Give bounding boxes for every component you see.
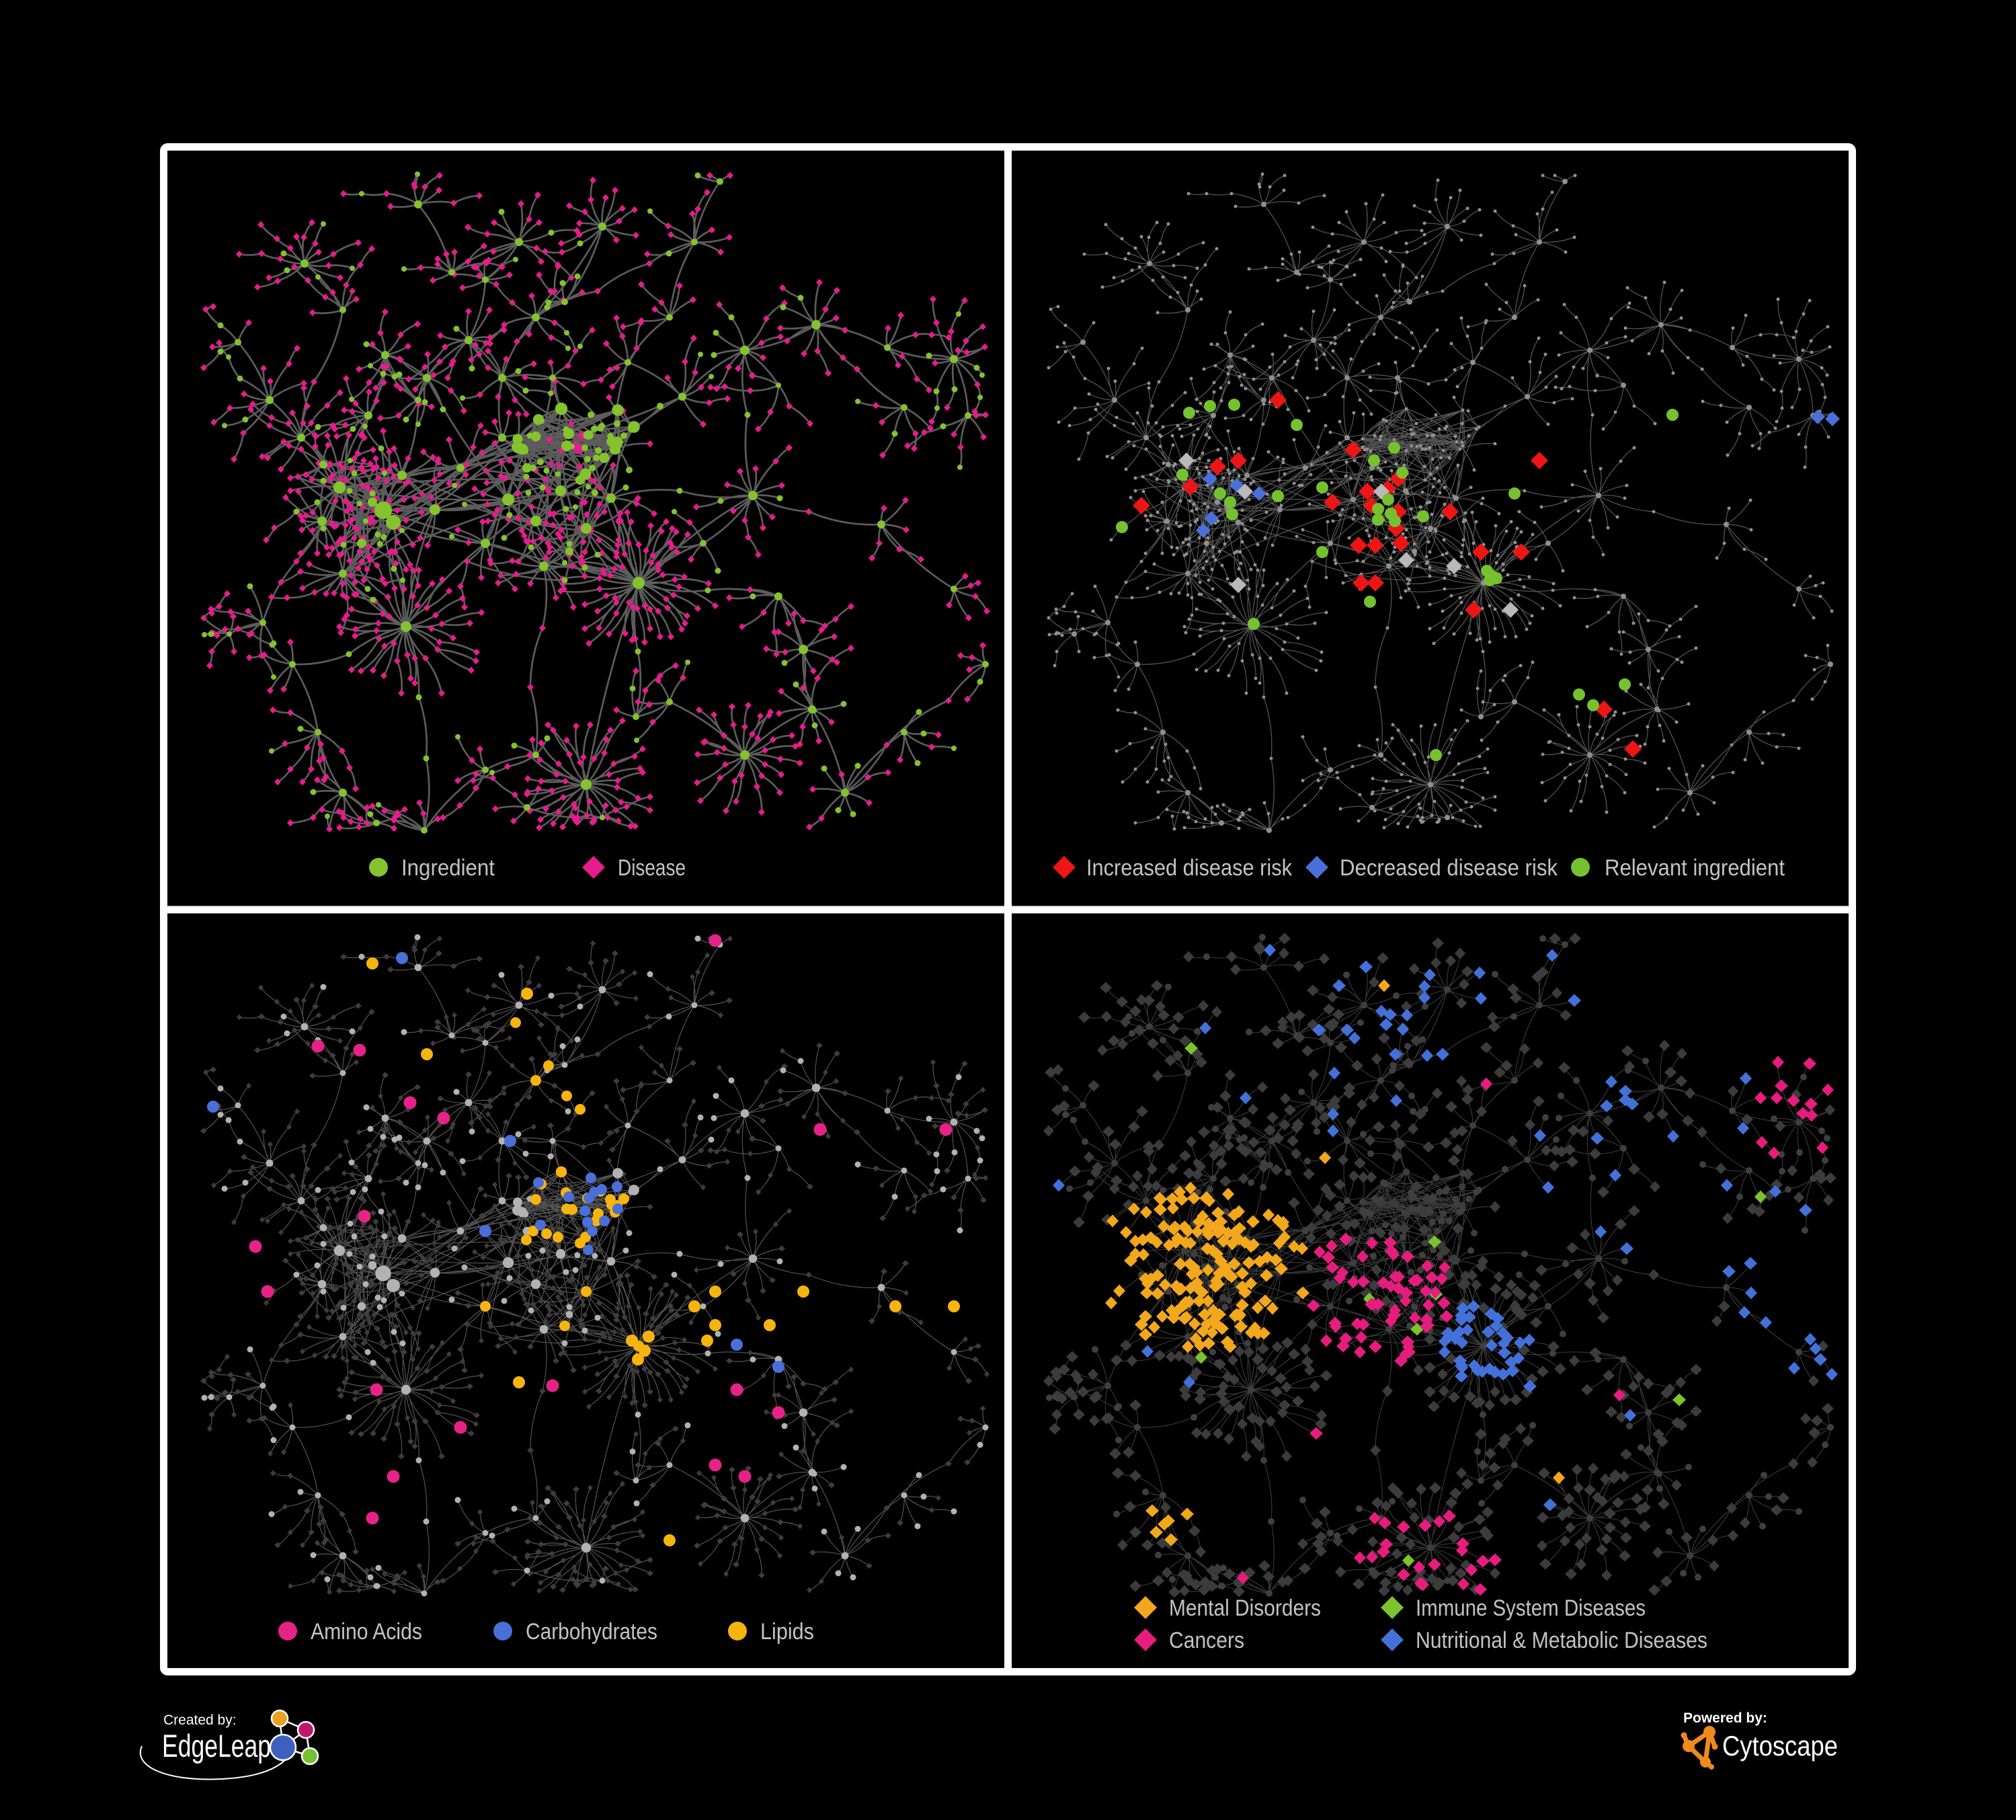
svg-text:Immune System Diseases: Immune System Diseases xyxy=(1416,1595,1646,1621)
svg-text:Carbohydrates: Carbohydrates xyxy=(526,1619,657,1645)
svg-text:Powered by:: Powered by: xyxy=(1683,1710,1767,1726)
svg-text:Relevant ingredient: Relevant ingredient xyxy=(1605,855,1785,881)
svg-text:Mental Disorders: Mental Disorders xyxy=(1169,1595,1321,1621)
svg-text:Decreased disease risk: Decreased disease risk xyxy=(1340,855,1558,881)
svg-text:Nutritional & Metabolic Diseas: Nutritional & Metabolic Diseases xyxy=(1416,1628,1707,1653)
svg-text:EdgeLeap: EdgeLeap xyxy=(162,1728,271,1764)
svg-text:Increased disease risk: Increased disease risk xyxy=(1086,855,1293,881)
svg-text:Disease: Disease xyxy=(618,855,686,881)
svg-text:Amino Acids: Amino Acids xyxy=(311,1619,422,1645)
svg-text:Lipids: Lipids xyxy=(760,1619,814,1645)
svg-text:Cytoscape: Cytoscape xyxy=(1722,1730,1838,1762)
svg-text:Created by:: Created by: xyxy=(163,1712,237,1728)
svg-text:Ingredient: Ingredient xyxy=(401,855,495,881)
svg-text:Cancers: Cancers xyxy=(1169,1628,1244,1653)
